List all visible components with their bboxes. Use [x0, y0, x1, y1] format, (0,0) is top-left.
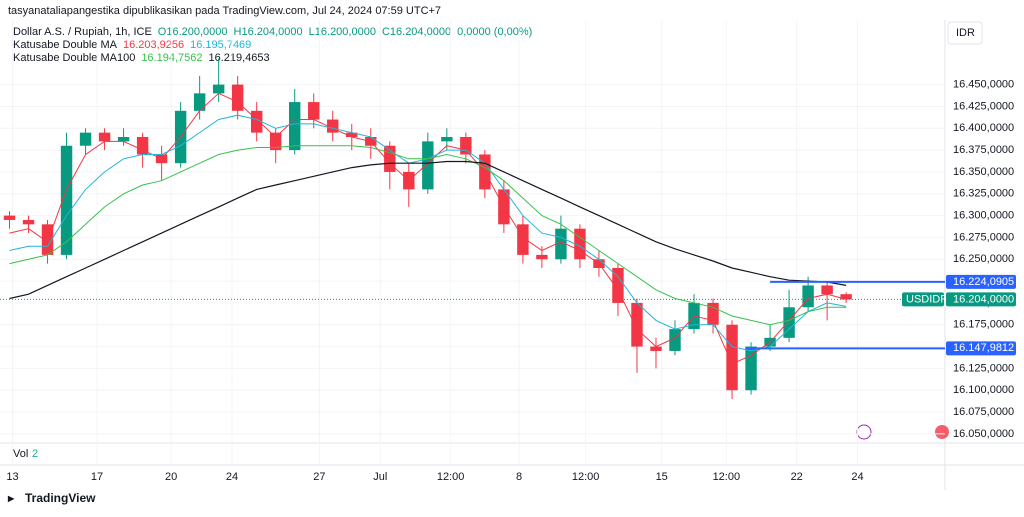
- candle-body: [117, 137, 130, 142]
- candle-body: [231, 84, 244, 111]
- candle-body: [802, 285, 814, 308]
- volume-value: 2: [32, 448, 38, 460]
- candle-body: [270, 132, 282, 151]
- price-label-box: [946, 341, 1016, 356]
- price-label: 16.147,9812: [953, 342, 1014, 354]
- y-tick-label: 16.050,0000: [953, 428, 1014, 440]
- candle-body: [327, 119, 339, 133]
- y-tick-label: 16.450,0000: [953, 79, 1014, 91]
- indicator-value: 16.203,9256: [123, 39, 184, 51]
- price-label: 16.224,0905: [953, 276, 1014, 288]
- candle-body: [250, 110, 263, 133]
- y-tick-label: 16.350,0000: [953, 166, 1014, 178]
- indicator-value: 16.219,4653: [208, 52, 269, 64]
- candle-body: [669, 329, 681, 351]
- candle-body: [783, 307, 795, 338]
- x-tick-label: 15: [656, 471, 668, 483]
- candle-body: [384, 145, 396, 172]
- indicator-value: 16.195,7469: [190, 39, 251, 51]
- ma-line: [9, 160, 847, 300]
- candle-body: [60, 145, 73, 255]
- candle-body: [612, 267, 624, 303]
- candle-body: [212, 84, 225, 94]
- indicator-value: 16.194,7562: [141, 52, 202, 64]
- candle-body: [136, 137, 149, 155]
- header-text: L16.200,0000: [309, 26, 376, 38]
- candle-body: [536, 254, 548, 260]
- y-tick-label: 16.250,0000: [953, 253, 1014, 265]
- price-label-box: [946, 274, 1016, 289]
- x-tick-label: 27: [313, 471, 325, 483]
- y-tick-label: 16.325,0000: [953, 188, 1014, 200]
- candle-body: [707, 302, 719, 325]
- ma-line: [9, 145, 847, 326]
- symbol-label-box: [902, 292, 944, 307]
- y-tick-label: 16.275,0000: [953, 231, 1014, 243]
- x-tick-label: 8: [516, 471, 522, 483]
- candle-body: [22, 219, 35, 225]
- header-text: O16.200,0000: [158, 26, 228, 38]
- flag-icon[interactable]: [935, 425, 949, 439]
- price-label-box: [946, 292, 1016, 307]
- header-text: Dollar A.S. / Rupiah, 1h, ICE: [13, 26, 152, 38]
- candle-body: [745, 346, 757, 391]
- symbol-label: USDIDR: [906, 293, 948, 305]
- price-label: 16.204,0000: [953, 293, 1014, 305]
- candle-body: [650, 346, 662, 351]
- y-tick-label: 16.125,0000: [953, 362, 1014, 374]
- y-tick-label: 16.375,0000: [953, 144, 1014, 156]
- candle-body: [441, 137, 453, 142]
- candle-body: [3, 215, 16, 220]
- candle-body: [289, 102, 301, 151]
- candle-body: [631, 302, 643, 347]
- y-tick-label: 16.300,0000: [953, 209, 1014, 221]
- y-tick-label: 16.075,0000: [953, 406, 1014, 418]
- header-text: H16.204,0000: [234, 26, 303, 38]
- x-tick-label: Jul: [373, 471, 387, 483]
- x-tick-label: 24: [851, 471, 863, 483]
- x-tick-label: 20: [165, 471, 177, 483]
- candle-body: [460, 137, 472, 155]
- x-tick-label: 22: [791, 471, 803, 483]
- candle-body: [821, 285, 833, 295]
- attribution: tasyanataliapangestika dipublikasikan pa…: [8, 5, 441, 17]
- y-tick-label: 16.400,0000: [953, 122, 1014, 134]
- volume-label: Vol: [13, 448, 28, 460]
- candle-body: [517, 224, 529, 255]
- candle-body: [346, 132, 358, 138]
- candle-body: [422, 141, 434, 190]
- brand-logo: ▶: [7, 494, 15, 503]
- x-tick-label: 12:00: [437, 471, 465, 483]
- currency-box: [947, 21, 983, 45]
- x-tick-label: 24: [226, 471, 238, 483]
- x-tick-label: 13: [6, 471, 18, 483]
- candle-body: [193, 93, 206, 111]
- x-tick-label: 17: [91, 471, 103, 483]
- candle-body: [840, 294, 852, 300]
- candle-body: [555, 228, 567, 260]
- indicator-name: Katusabe Double MA: [13, 39, 118, 51]
- candle-body: [79, 132, 92, 146]
- candle-body: [41, 224, 54, 255]
- candle-body: [574, 228, 586, 260]
- y-tick-label: 16.175,0000: [953, 319, 1014, 331]
- flash-icon[interactable]: [856, 424, 872, 440]
- y-tick-label: 16.100,0000: [953, 384, 1014, 396]
- currency: IDR: [956, 27, 975, 39]
- header-text: C16.204,0000: [382, 26, 451, 38]
- candle-body: [308, 102, 320, 120]
- brand: TradingView: [25, 491, 96, 505]
- candle-body: [98, 132, 111, 142]
- header-text: 0,0000 (0,00%): [457, 26, 532, 38]
- candle-body: [726, 324, 738, 391]
- x-tick-label: 12:00: [713, 471, 741, 483]
- indicator-name: Katusabe Double MA100: [13, 52, 135, 64]
- x-tick-label: 12:00: [572, 471, 600, 483]
- y-tick-label: 16.425,0000: [953, 100, 1014, 112]
